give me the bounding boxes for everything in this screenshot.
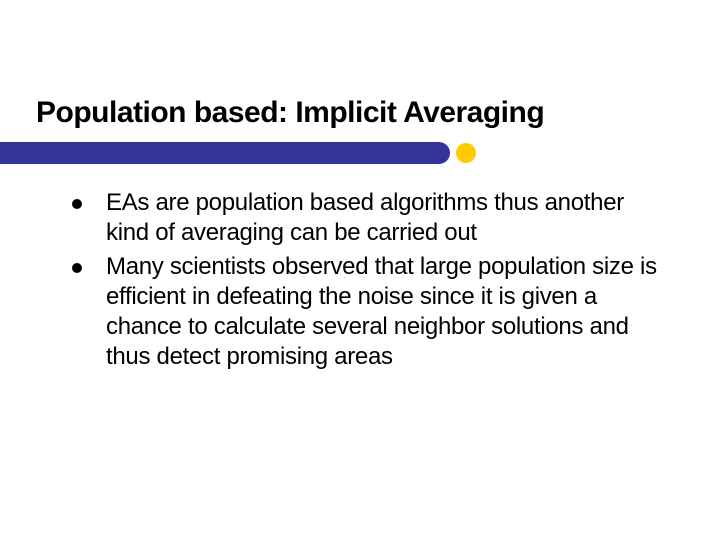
accent-bar: [0, 142, 450, 164]
slide-content: EAs are population based algorithms thus…: [72, 188, 660, 376]
bullet-text: EAs are population based algorithms thus…: [106, 188, 660, 248]
accent-dot: [456, 143, 476, 163]
bullet-marker-icon: [72, 263, 82, 273]
bullet-item: Many scientists observed that large popu…: [72, 252, 660, 372]
slide: Population based: Implicit Averaging EAs…: [0, 0, 720, 540]
bullet-marker-icon: [72, 199, 82, 209]
slide-title: Population based: Implicit Averaging: [36, 96, 544, 130]
bullet-text: Many scientists observed that large popu…: [106, 252, 660, 372]
bullet-item: EAs are population based algorithms thus…: [72, 188, 660, 248]
